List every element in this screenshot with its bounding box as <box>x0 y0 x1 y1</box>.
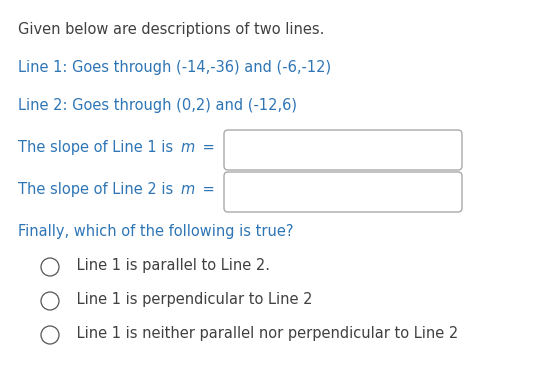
Text: Line 1: Goes through (-14,-36) and (-6,-12): Line 1: Goes through (-14,-36) and (-6,-… <box>18 60 331 75</box>
Text: =: = <box>198 182 215 197</box>
Text: m: m <box>180 182 194 197</box>
Text: Line 2: Goes through (0,2) and (-12,6): Line 2: Goes through (0,2) and (-12,6) <box>18 98 297 113</box>
Text: The slope of Line 1 is: The slope of Line 1 is <box>18 140 178 155</box>
FancyBboxPatch shape <box>224 130 462 170</box>
Text: Line 1 is parallel to Line 2.: Line 1 is parallel to Line 2. <box>72 258 270 273</box>
Text: Finally, which of the following is true?: Finally, which of the following is true? <box>18 224 294 239</box>
Text: m: m <box>180 140 194 155</box>
Text: The slope of Line 2 is: The slope of Line 2 is <box>18 182 178 197</box>
Text: =: = <box>198 140 215 155</box>
Text: Line 1 is neither parallel nor perpendicular to Line 2: Line 1 is neither parallel nor perpendic… <box>72 326 458 341</box>
Text: Given below are descriptions of two lines.: Given below are descriptions of two line… <box>18 22 325 37</box>
Text: Line 1 is perpendicular to Line 2: Line 1 is perpendicular to Line 2 <box>72 292 312 307</box>
FancyBboxPatch shape <box>224 172 462 212</box>
